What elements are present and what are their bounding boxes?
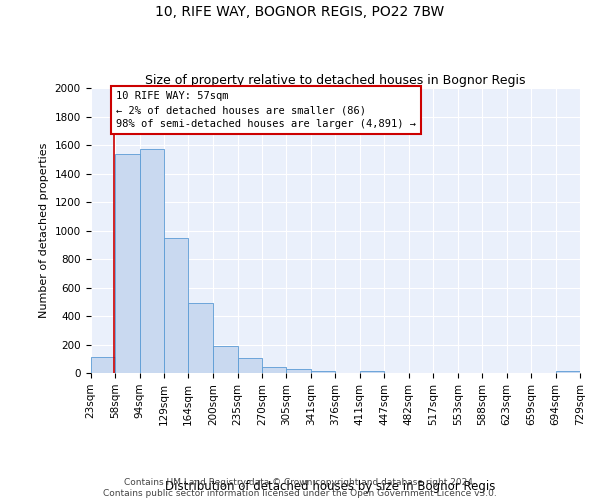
Bar: [238, 358, 262, 373]
Bar: [359, 370, 385, 373]
Bar: [311, 370, 335, 373]
Text: Distribution of detached houses by size in Bognor Regis: Distribution of detached houses by size …: [165, 480, 495, 493]
Bar: [213, 346, 238, 373]
Bar: [164, 238, 188, 373]
Bar: [262, 368, 286, 373]
Y-axis label: Number of detached properties: Number of detached properties: [39, 143, 49, 318]
Text: Contains HM Land Registry data © Crown copyright and database right 2024.
Contai: Contains HM Land Registry data © Crown c…: [103, 478, 497, 498]
Title: Size of property relative to detached houses in Bognor Regis: Size of property relative to detached ho…: [145, 74, 526, 87]
Bar: [115, 154, 140, 373]
Bar: [286, 369, 311, 373]
Bar: [188, 304, 213, 373]
Bar: [556, 370, 580, 373]
Bar: [140, 150, 164, 373]
Text: 10 RIFE WAY: 57sqm
← 2% of detached houses are smaller (86)
98% of semi-detached: 10 RIFE WAY: 57sqm ← 2% of detached hous…: [116, 91, 416, 129]
Bar: [91, 357, 115, 373]
Text: 10, RIFE WAY, BOGNOR REGIS, PO22 7BW: 10, RIFE WAY, BOGNOR REGIS, PO22 7BW: [155, 5, 445, 19]
